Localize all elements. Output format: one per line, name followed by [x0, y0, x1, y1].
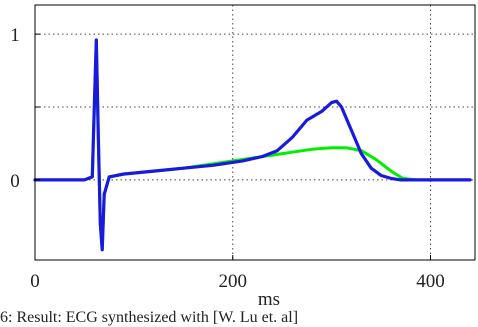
series-group — [33, 38, 472, 252]
x-tick-label-1: 200 — [219, 271, 248, 292]
plot-frame — [34, 4, 476, 261]
figure-caption: 6: Result: ECG synthesized with [W. Lu e… — [0, 309, 299, 326]
tick-group: 0 200 400 0 1 — [10, 25, 445, 292]
x-axis-label: ms — [258, 289, 280, 310]
x-tick-label-0: 0 — [30, 271, 40, 292]
y-tick-label-0: 0 — [10, 171, 20, 192]
series-line-1 — [33, 38, 472, 252]
x-tick-label-2: 400 — [416, 271, 445, 292]
y-tick-label-2: 1 — [10, 25, 20, 46]
